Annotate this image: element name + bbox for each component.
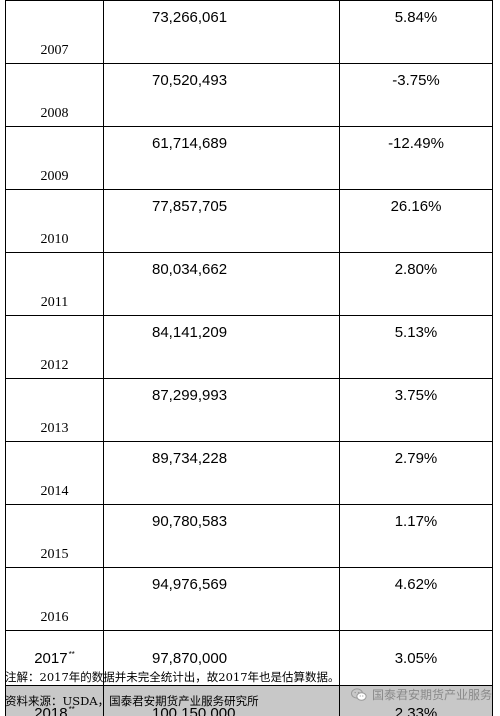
value-cell: 73,266,061 <box>103 0 340 64</box>
year-cell: 2008 <box>5 63 104 127</box>
change-cell: 4.62% <box>339 567 493 631</box>
change-cell: 1.17% <box>339 504 493 568</box>
change-cell: -12.49% <box>339 126 493 190</box>
value-cell: 77,857,705 <box>103 189 340 253</box>
table-row: 2012 84,141,209 5.13% <box>5 315 493 379</box>
change-cell: 2.33% <box>339 685 493 716</box>
year-text: 2018 <box>34 704 68 716</box>
table-row: 2015 90,780,583 1.17% <box>5 504 493 568</box>
value-cell: 80,034,662 <box>103 252 340 316</box>
table-row: 2009 61,714,689 -12.49% <box>5 126 493 190</box>
year-cell: 2014 <box>5 441 104 505</box>
table-row: 2014 89,734,228 2.79% <box>5 441 493 505</box>
table-row: 2017** 97,870,000 3.05% <box>5 630 493 686</box>
year-cell: 2013 <box>5 378 104 442</box>
value-cell: 70,520,493 <box>103 63 340 127</box>
table-row: 2010 77,857,705 26.16% <box>5 189 493 253</box>
data-source: 资料来源：USDA，国泰君安期货产业服务研究所 <box>5 694 259 708</box>
year-cell: 2017** <box>5 630 104 686</box>
value-cell: 90,780,583 <box>103 504 340 568</box>
value-cell: 94,976,569 <box>103 567 340 631</box>
value-cell: 97,870,000 <box>103 630 340 686</box>
change-cell: 3.75% <box>339 378 493 442</box>
estimate-mark: ** <box>68 704 75 714</box>
year-cell: 2007 <box>5 0 104 64</box>
year-cell: 2012 <box>5 315 104 379</box>
change-cell: 5.13% <box>339 315 493 379</box>
table-row: 2013 87,299,993 3.75% <box>5 378 493 442</box>
watermark-text: 国泰君安期货产业服务 <box>371 688 492 702</box>
value-cell: 84,141,209 <box>103 315 340 379</box>
year-text: 2017 <box>34 649 68 667</box>
table-row-highlighted: 2018** 100,150,000 2.33% <box>5 685 493 716</box>
value-cell: 100,150,000 <box>103 685 340 716</box>
change-cell: 3.05% <box>339 630 493 686</box>
table-row: 2007 73,266,061 5.84% <box>5 0 493 64</box>
change-cell: -3.75% <box>339 63 493 127</box>
watermark: 国泰君安期货产业服务 <box>350 686 492 703</box>
value-cell: 89,734,228 <box>103 441 340 505</box>
change-cell: 2.80% <box>339 252 493 316</box>
table-note: 注解：2017年的数据并未完全统计出，故2017年也是估算数据。 <box>5 670 340 684</box>
data-table: 2007 73,266,061 5.84% 2008 70,520,493 -3… <box>5 0 493 716</box>
year-cell: 2010 <box>5 189 104 253</box>
year-cell: 2011 <box>5 252 104 316</box>
estimate-mark: ** <box>68 649 75 659</box>
table-row: 2011 80,034,662 2.80% <box>5 252 493 316</box>
value-cell: 87,299,993 <box>103 378 340 442</box>
year-cell: 2016 <box>5 567 104 631</box>
change-cell: 5.84% <box>339 0 493 64</box>
year-cell: 2009 <box>5 126 104 190</box>
change-cell: 2.79% <box>339 441 493 505</box>
value-cell: 61,714,689 <box>103 126 340 190</box>
wechat-icon <box>350 687 367 701</box>
table-row: 2016 94,976,569 4.62% <box>5 567 493 631</box>
year-cell: 2015 <box>5 504 104 568</box>
table-row: 2008 70,520,493 -3.75% <box>5 63 493 127</box>
change-cell: 26.16% <box>339 189 493 253</box>
